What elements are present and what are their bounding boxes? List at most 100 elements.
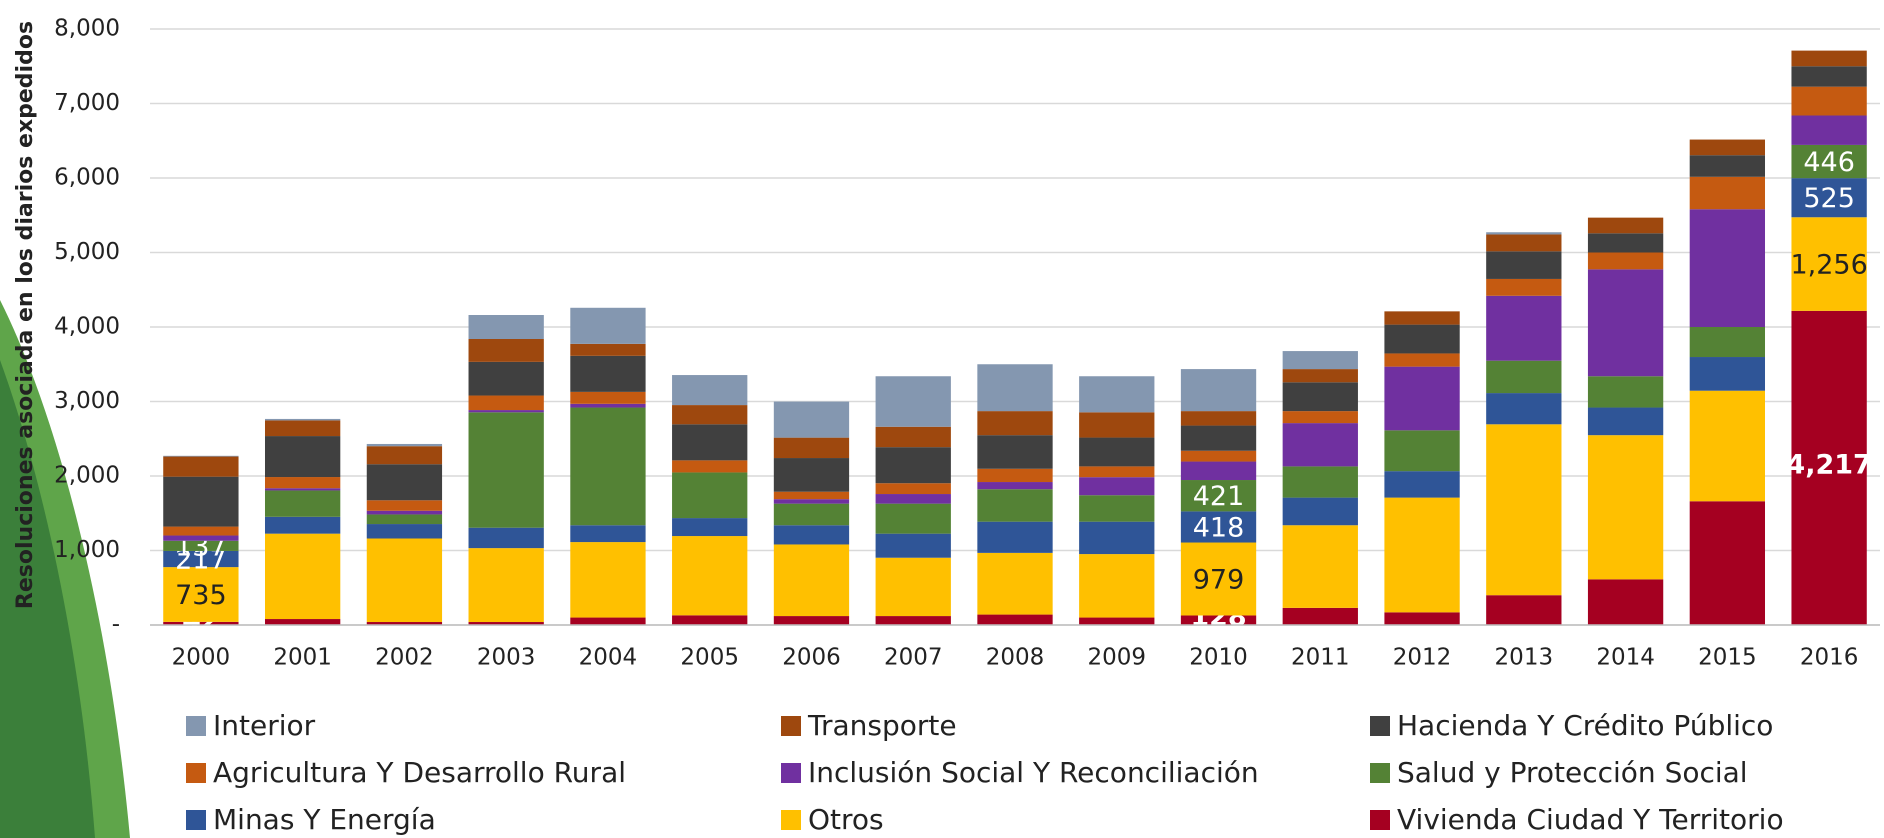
bar-segment (1282, 411, 1358, 424)
data-label: 446 (1803, 147, 1855, 178)
bar-segment (1079, 617, 1155, 625)
legend-swatch (781, 716, 801, 736)
bar-segment (163, 567, 239, 622)
bar-segment (570, 407, 646, 526)
legend-label: Vivienda Ciudad Y Territorio (1397, 803, 1784, 836)
bar-segment (264, 420, 341, 437)
y-axis-label: Resoluciones asociada en los diarios exp… (13, 21, 38, 609)
bar-segment (773, 499, 850, 504)
y-tick-label: 3,000 (54, 388, 120, 414)
bar-segment (1689, 357, 1766, 391)
bar-segment (1689, 176, 1766, 210)
data-label: 735 (175, 580, 227, 611)
bar-segment (1486, 360, 1562, 394)
x-tick-label: 2004 (579, 645, 638, 671)
bar-segment (1384, 324, 1460, 354)
bar-segment (366, 443, 443, 447)
bar-segment (1486, 393, 1562, 425)
bar-segment (163, 476, 239, 527)
bar-segment (1587, 217, 1664, 234)
bar-segment (1791, 86, 1867, 116)
bar-segment (1079, 412, 1155, 438)
bar-segment (468, 361, 544, 396)
bar-segment (1282, 466, 1358, 498)
bar-segment (264, 490, 341, 517)
bar-segment (1282, 382, 1358, 412)
bar-segment (570, 403, 646, 408)
bar-segment (570, 542, 646, 618)
x-tick-label: 2002 (375, 645, 434, 671)
bar-segment (366, 538, 443, 623)
legend-label: Agricultura Y Desarrollo Rural (213, 756, 626, 789)
bar-segment (1486, 234, 1562, 252)
bar-segment (570, 307, 646, 344)
bar-segment (1587, 376, 1664, 408)
bar-segment (1486, 424, 1562, 596)
bar-segment (264, 477, 341, 489)
bar-segment (1079, 521, 1155, 555)
bar-segment (977, 614, 1053, 625)
bar-segment (1791, 66, 1867, 87)
bar-segment (1486, 595, 1562, 625)
data-label: 525 (1803, 183, 1855, 214)
data-label: 979 (1193, 564, 1245, 595)
bar-segment (672, 615, 748, 625)
bar-segment (773, 458, 850, 492)
x-tick-label: 2007 (884, 645, 943, 671)
bar-segment (1180, 461, 1257, 481)
bar-segment (672, 460, 748, 473)
bar-segment (366, 446, 443, 465)
bar-segment (672, 424, 748, 461)
bar-segment (1180, 450, 1257, 462)
bar-segment (264, 418, 341, 421)
bar-segment (366, 622, 443, 625)
bar-segment (1486, 295, 1562, 361)
bar-segment (1180, 425, 1257, 451)
bar-segment (773, 525, 850, 545)
bar-segment (1689, 209, 1766, 327)
bar-segment (1079, 495, 1155, 522)
bar-segment (875, 616, 951, 625)
y-tick-label: 8,000 (54, 16, 120, 42)
bar-segment (1689, 155, 1766, 177)
bar-segment (1791, 310, 1867, 625)
bar-segment (1282, 369, 1358, 383)
bar-segment (163, 621, 239, 625)
bar-segment (1791, 217, 1867, 311)
x-tick-label: 2014 (1596, 645, 1655, 671)
legend-label: Transporte (807, 709, 957, 742)
data-label: 421 (1193, 481, 1245, 512)
bar-segment (1689, 139, 1766, 156)
x-tick-label: 2010 (1189, 645, 1248, 671)
bar-segment (1282, 525, 1358, 608)
bar-segment (1384, 353, 1460, 367)
bar-segment (163, 456, 239, 477)
y-tick-label: 4,000 (54, 314, 120, 340)
legend-swatch (781, 763, 801, 783)
x-tick-label: 2005 (680, 645, 739, 671)
legend-swatch (1370, 763, 1390, 783)
bar-segment (977, 411, 1053, 436)
bar-segment (163, 535, 239, 541)
bar-segment (977, 364, 1053, 412)
bar-segment (1384, 612, 1460, 625)
bar-segment (1180, 542, 1257, 616)
data-label: 418 (1193, 512, 1245, 543)
bar-segment (672, 536, 748, 616)
bar-segment (1689, 501, 1766, 625)
bar-segment (468, 527, 544, 549)
bar-segment (163, 550, 239, 568)
x-tick-label: 2008 (986, 645, 1045, 671)
bar-segment (1384, 471, 1460, 498)
x-tick-label: 2009 (1087, 645, 1146, 671)
y-tick-label: 1,000 (54, 537, 120, 563)
bar-segment (468, 622, 544, 625)
bar-segment (1791, 50, 1867, 67)
y-tick-label: 6,000 (54, 165, 120, 191)
bar-segment (773, 437, 850, 459)
bar-segment (875, 503, 951, 534)
bar-segment (1079, 554, 1155, 618)
bar-segment (1180, 615, 1257, 625)
bar-segment (468, 315, 544, 339)
